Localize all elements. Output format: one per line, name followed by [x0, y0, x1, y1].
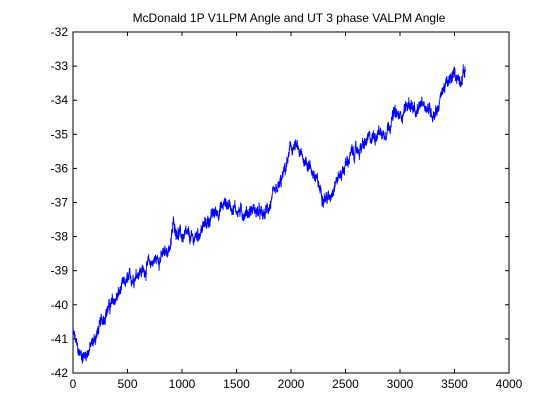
series-line — [72, 64, 466, 364]
x-tick-label: 1000 — [169, 377, 196, 391]
x-tick-label: 3500 — [441, 377, 468, 391]
y-tick-label: -32 — [51, 25, 69, 39]
x-tick-label: 2000 — [278, 377, 305, 391]
y-tick-label: -34 — [51, 93, 69, 107]
axes-box — [72, 31, 510, 374]
y-tick-label: -38 — [51, 230, 69, 244]
x-tick-label: 0 — [70, 377, 77, 391]
series-layer — [72, 64, 466, 364]
y-tick-label: -41 — [51, 332, 69, 346]
x-tick-label: 4000 — [496, 377, 523, 391]
y-tick-label: -42 — [51, 366, 69, 380]
x-tick-label: 3000 — [387, 377, 414, 391]
y-tick-label: -33 — [51, 59, 69, 73]
y-tick-label: -37 — [51, 196, 69, 210]
chart-title: McDonald 1P V1LPM Angle and UT 3 phase V… — [133, 11, 446, 25]
x-tick-label: 500 — [117, 377, 137, 391]
y-tick-label: -36 — [51, 161, 69, 175]
x-tick-label: 2500 — [332, 377, 359, 391]
x-tick-label: 1500 — [223, 377, 250, 391]
axes: 0 500 1000 1500 2000 2500 3000 3500 4000 -42 -41 -4… — [51, 25, 523, 391]
y-tick-label: -39 — [51, 264, 69, 278]
y-tick-label: -35 — [51, 127, 69, 141]
y-tick-label: -40 — [51, 298, 69, 312]
